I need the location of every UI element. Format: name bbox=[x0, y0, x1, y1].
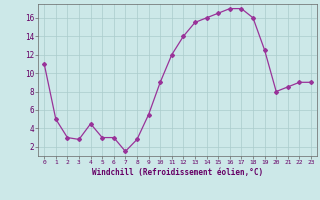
X-axis label: Windchill (Refroidissement éolien,°C): Windchill (Refroidissement éolien,°C) bbox=[92, 168, 263, 177]
